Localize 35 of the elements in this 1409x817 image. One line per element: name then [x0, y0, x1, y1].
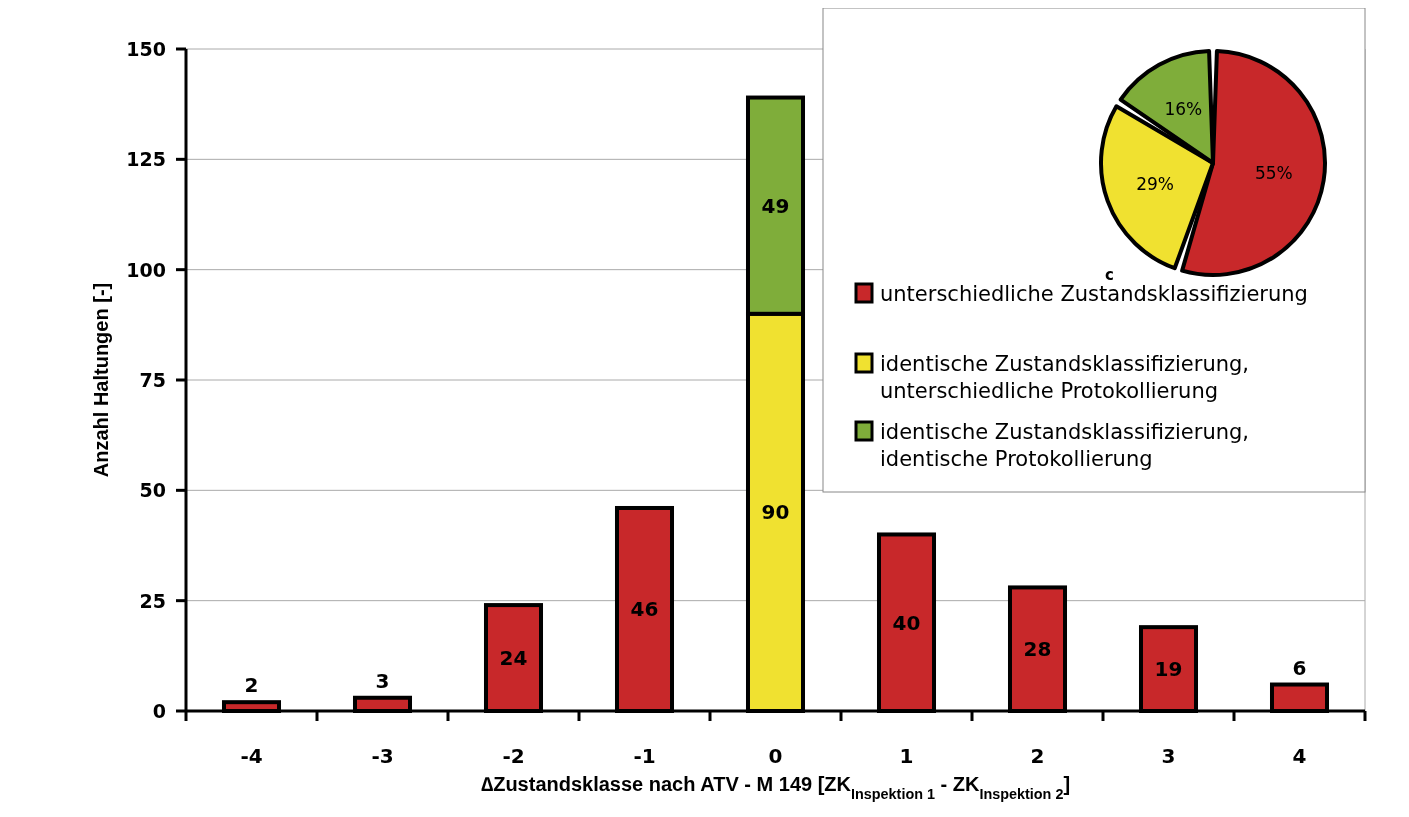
data-label: 3 [375, 668, 390, 693]
annotation: c [1105, 266, 1114, 284]
x-tick-label: 1 [899, 744, 914, 768]
data-label: 2 [244, 673, 259, 698]
x-tick-label: 3 [1161, 744, 1176, 768]
x-tick-label: -1 [633, 744, 656, 768]
data-label: 90 [761, 500, 790, 525]
data-label: 29% [1136, 173, 1174, 194]
data-label: 55% [1254, 162, 1293, 183]
x-tick-label: 4 [1292, 744, 1307, 768]
x-tick-label: -3 [371, 744, 394, 768]
y-tick-label: 50 [139, 479, 166, 502]
data-label: 6 [1292, 655, 1307, 680]
y-tick-label: 0 [152, 700, 166, 722]
y-tick-label: 100 [126, 258, 166, 281]
x-axis-title: ∆Zustandsklasse nach ATV - M 149 [ZK$_{Inspektion 1}$ - ZK$_{Inspektion 2}$] [480, 773, 1071, 802]
data-label: 19 [1154, 657, 1183, 682]
data-label: 49 [761, 193, 790, 218]
y-axis-title: Anzahl Haltungen [-] [90, 282, 112, 478]
legend-label: identische Zustandsklassifizierung, identische Protokollierung [880, 420, 1250, 471]
legend-label: unterschiedliche Zustandsklassifizierung [880, 282, 1308, 306]
data-label: 24 [499, 646, 528, 671]
data-label: 40 [892, 610, 921, 635]
data-label: 28 [1023, 637, 1052, 662]
y-tick-label: 125 [126, 148, 166, 171]
x-tick-label: 0 [768, 744, 783, 768]
x-tick-label: -2 [502, 744, 525, 768]
x-tick-label: 2 [1030, 744, 1045, 768]
y-tick-label: 150 [126, 38, 166, 60]
y-tick-label: 25 [139, 589, 166, 612]
data-label: 46 [630, 597, 659, 622]
data-label: 16% [1164, 99, 1203, 120]
y-tick-label: 75 [139, 369, 166, 391]
x-tick-label: -4 [240, 744, 263, 768]
legend-label: identische Zustandsklassifizierung, unterschiedliche Protokollierung [880, 352, 1250, 403]
